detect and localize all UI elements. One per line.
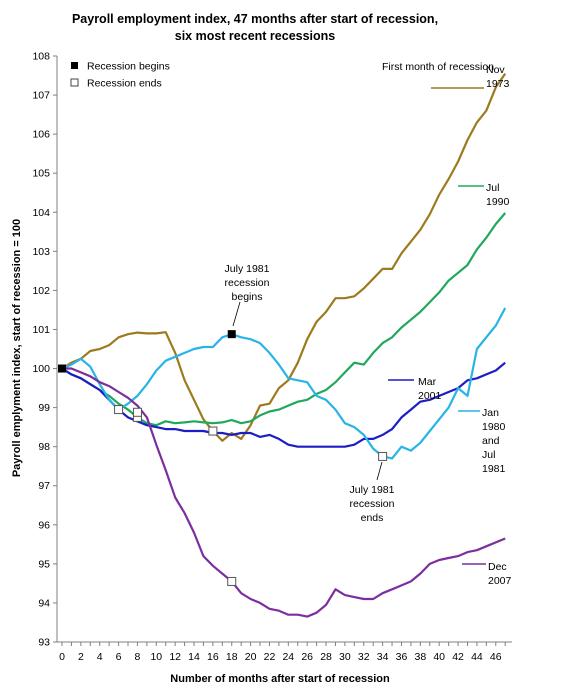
series-label: 1990 <box>486 196 510 208</box>
x-tick-label: 44 <box>471 651 483 663</box>
legend-marker-open <box>70 78 79 87</box>
annotation-begins-text: begins <box>232 291 263 303</box>
recession-ends-marker <box>114 405 124 415</box>
y-tick-label: 108 <box>32 51 50 63</box>
y-tick-label: 104 <box>32 207 50 219</box>
y-tick-label: 93 <box>38 637 50 649</box>
y-tick-label: 98 <box>38 441 50 453</box>
x-tick-label: 4 <box>97 651 103 663</box>
series-line-dec-2007 <box>62 367 506 618</box>
x-tick-label: 2 <box>78 651 84 663</box>
series-label: Mar <box>418 376 437 388</box>
y-tick-label: 102 <box>32 285 50 297</box>
series-label: 1973 <box>486 78 510 90</box>
x-tick-label: 46 <box>490 651 502 663</box>
series-line-mar-2001 <box>61 361 506 448</box>
axes: 9394959697989910010110210310410510610710… <box>32 51 512 663</box>
series-label: Nov <box>486 64 505 76</box>
x-tick-label: 30 <box>339 651 351 663</box>
y-tick-label: 101 <box>32 324 50 336</box>
x-tick-label: 40 <box>433 651 445 663</box>
x-tick-label: 14 <box>188 651 200 663</box>
y-tick-label: 105 <box>32 168 50 180</box>
series-lines <box>61 72 507 618</box>
recession-ends-marker <box>132 407 142 417</box>
x-tick-label: 42 <box>452 651 464 663</box>
series-label: and <box>482 435 500 447</box>
y-tick-label: 103 <box>32 246 50 258</box>
annotation-ends-text: ends <box>361 512 384 524</box>
y-tick-label: 95 <box>38 558 50 570</box>
series-label: Jul <box>482 449 495 461</box>
x-tick-label: 6 <box>116 651 122 663</box>
x-tick-label: 16 <box>207 651 219 663</box>
x-tick-label: 10 <box>150 651 162 663</box>
annotation-ends-text: recession <box>350 498 395 510</box>
chart-subtitle: six most recent recessions <box>175 29 336 43</box>
y-tick-label: 94 <box>38 597 50 609</box>
recession-ends-marker <box>378 451 388 461</box>
y-tick-label: 100 <box>32 363 50 375</box>
series-label: Jan <box>482 407 499 419</box>
series-label: 1980 <box>482 421 506 433</box>
x-tick-label: 26 <box>301 651 313 663</box>
x-tick-label: 18 <box>226 651 238 663</box>
annotation-begins-pointer <box>232 301 241 327</box>
y-axis-title: Payroll emplyment index, start of recess… <box>11 219 23 477</box>
x-tick-label: 8 <box>135 651 141 663</box>
x-tick-label: 22 <box>264 651 276 663</box>
series-label: 2007 <box>488 575 512 587</box>
legend: Recession begins Recession ends <box>70 61 170 90</box>
recession-begins-marker <box>227 330 236 339</box>
x-tick-label: 38 <box>414 651 426 663</box>
series-label: 1981 <box>482 463 506 475</box>
legend-marker-filled <box>71 62 78 69</box>
series-label: Jul <box>486 182 499 194</box>
x-axis-title: Number of months after start of recessio… <box>170 673 390 685</box>
annotation-ends-pointer <box>376 461 383 481</box>
y-tick-label: 96 <box>38 519 50 531</box>
y-tick-label: 99 <box>38 402 50 414</box>
x-tick-label: 12 <box>169 651 181 663</box>
series-labels: Nov 1973 Jul 1990 Mar 2001 Jan 1980 and Jul 1981 De… <box>225 61 512 587</box>
recession-begins-marker <box>58 364 66 373</box>
series-line-jan-1980-and-jul-1981 <box>61 307 507 460</box>
legend-label: Recession begins <box>87 61 170 73</box>
x-tick-label: 36 <box>396 651 408 663</box>
recession-markers <box>58 330 388 586</box>
recession-ends-marker <box>227 576 237 586</box>
legend-label: Recession ends <box>87 78 162 90</box>
chart-title: Payroll employment index, 47 months afte… <box>72 12 438 26</box>
annotation-begins-text: July 1981 <box>225 263 270 275</box>
x-tick-label: 32 <box>358 651 370 663</box>
first-month-header: First month of recession <box>382 61 494 73</box>
y-tick-label: 106 <box>32 129 50 141</box>
x-tick-label: 28 <box>320 651 332 663</box>
annotation-begins-text: recession <box>225 277 270 289</box>
x-tick-label: 34 <box>377 651 389 663</box>
x-tick-label: 24 <box>282 651 294 663</box>
series-label: Dec <box>488 561 507 573</box>
y-tick-label: 97 <box>38 480 50 492</box>
x-tick-label: 0 <box>59 651 65 663</box>
series-line-nov-1973 <box>61 72 507 442</box>
annotation-ends-text: July 1981 <box>350 484 395 496</box>
y-tick-label: 107 <box>32 90 50 102</box>
recession-ends-marker <box>208 426 218 436</box>
series-label: 2001 <box>418 390 442 402</box>
x-tick-label: 20 <box>245 651 257 663</box>
